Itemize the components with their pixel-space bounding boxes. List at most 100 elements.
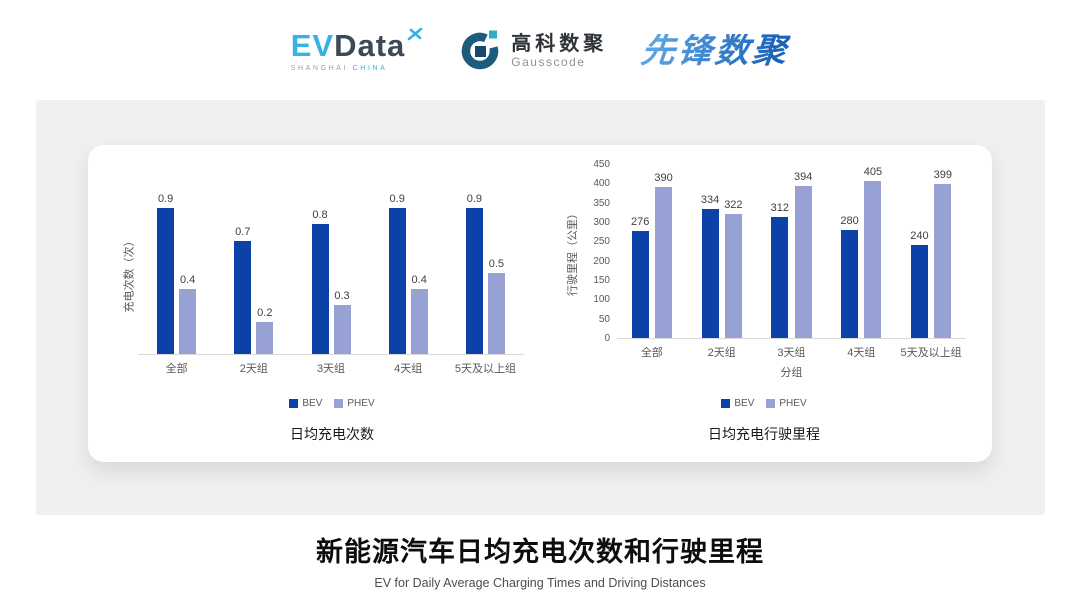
gausscode-cn-text: 高科数聚 bbox=[511, 32, 608, 55]
bar-column: 0.9 bbox=[157, 193, 175, 354]
bar-column: 394 bbox=[794, 165, 812, 338]
bar-bev bbox=[234, 240, 252, 354]
legend-label: BEV bbox=[302, 398, 323, 409]
category-label: 2天组 bbox=[239, 363, 268, 375]
bar-phev bbox=[256, 321, 274, 354]
legend-label: PHEV bbox=[779, 398, 807, 409]
bar-value-label: 0.4 bbox=[411, 274, 427, 287]
main-subtitle: EV for Daily Average Charging Times and … bbox=[374, 576, 706, 590]
y-tick-label: 200 bbox=[593, 255, 610, 267]
y-tick-label: 250 bbox=[593, 236, 610, 248]
bar-value-label: 0.9 bbox=[466, 193, 483, 206]
gausscode-en-text: Gausscode bbox=[511, 54, 586, 69]
bar-column: 276 bbox=[631, 165, 649, 338]
bar-value-label: 0.2 bbox=[257, 306, 273, 319]
category-label: 3天组 bbox=[316, 363, 346, 375]
bar-phev bbox=[179, 289, 197, 354]
bar-bev bbox=[841, 229, 859, 338]
bar-column: 312 bbox=[771, 165, 789, 338]
bar-column: 0.3 bbox=[333, 193, 351, 354]
bar-value-label: 312 bbox=[770, 202, 789, 215]
bar-phev bbox=[794, 185, 812, 338]
bar-value-label: 276 bbox=[631, 216, 650, 229]
bar-bev bbox=[771, 217, 789, 338]
bar-value-label: 405 bbox=[863, 166, 883, 179]
category-label: 5天及以上组 bbox=[900, 347, 962, 359]
y-tick-label: 450 bbox=[593, 159, 610, 170]
x-axis-label: 分组 bbox=[780, 367, 803, 379]
bar-bev bbox=[157, 208, 175, 354]
category-label: 5天及以上组 bbox=[454, 363, 516, 375]
bar-group: 0.9 0.4 bbox=[138, 193, 215, 354]
bar-group: 312 394 bbox=[757, 165, 827, 338]
bar-bev bbox=[910, 245, 928, 338]
legend-label: BEV bbox=[734, 398, 755, 409]
bar-bev bbox=[631, 231, 649, 338]
bar-phev bbox=[487, 273, 505, 354]
bar-column: 399 bbox=[934, 165, 952, 338]
gausscode-logo: 高科数聚 Gausscode bbox=[458, 29, 607, 73]
evdata-shanghai-text: SHANGHAI bbox=[290, 65, 349, 72]
y-tick-label: 400 bbox=[593, 178, 610, 190]
category-axis: 全部 2天组 3天组 4天组 5天及以上组 bbox=[138, 360, 524, 376]
plot-area: 0.9 0.4 0.7 0.2 0.8 0.3 0.9 0.4 0.9 0.5 bbox=[138, 193, 524, 355]
legend-item-phev: PHEV bbox=[334, 398, 375, 409]
evdata-logo: EV Data SHANGHAI CHINA bbox=[290, 27, 425, 72]
bar-column: 0.4 bbox=[179, 193, 197, 354]
legend: BEV PHEV bbox=[562, 398, 966, 409]
bar-phev bbox=[864, 181, 882, 338]
bar-group: 240 399 bbox=[896, 165, 966, 338]
y-axis-title: 行驶里程（公里） bbox=[567, 208, 579, 296]
bar-bev bbox=[311, 224, 329, 354]
bar-column: 0.9 bbox=[465, 193, 483, 354]
bar-value-label: 399 bbox=[933, 168, 952, 181]
bar-value-label: 0.8 bbox=[312, 209, 328, 222]
bar-value-label: 280 bbox=[840, 214, 859, 227]
y-tick-label: 150 bbox=[593, 275, 610, 286]
category-label: 4天组 bbox=[394, 363, 423, 375]
legend-swatch bbox=[334, 399, 344, 408]
bar-bev bbox=[465, 208, 483, 354]
bar-column: 405 bbox=[864, 165, 882, 338]
bar-phev bbox=[655, 187, 673, 338]
y-tick-label: 350 bbox=[593, 197, 610, 209]
bar-bev bbox=[388, 208, 406, 354]
y-tick-label: 100 bbox=[593, 294, 610, 306]
bar-value-label: 394 bbox=[793, 170, 813, 183]
bar-column: 322 bbox=[724, 165, 743, 338]
bar-column: 240 bbox=[910, 165, 929, 338]
bar-value-label: 0.9 bbox=[157, 193, 174, 206]
legend-item-phev: PHEV bbox=[766, 398, 807, 409]
bar-group: 0.9 0.4 bbox=[370, 193, 447, 354]
bar-group: 0.7 0.2 bbox=[215, 193, 292, 354]
legend-label: PHEV bbox=[347, 398, 375, 409]
y-axis-title: 充电次数（次） bbox=[123, 235, 135, 313]
bar-column: 0.8 bbox=[311, 193, 329, 354]
bar-column: 0.4 bbox=[410, 193, 428, 354]
category-label: 2天组 bbox=[707, 347, 736, 359]
bar-group: 334 322 bbox=[687, 165, 757, 338]
bar-value-label: 0.7 bbox=[235, 225, 251, 238]
evdata-china-text: CHINA bbox=[352, 65, 388, 72]
bar-value-label: 240 bbox=[910, 230, 929, 243]
legend-swatch bbox=[721, 399, 731, 408]
category-axis: 全部 2天组 3天组 4天组 5天及以上组 bbox=[617, 344, 966, 360]
plot-area: 276 390 334 322 312 394 280 405 240 399 bbox=[617, 165, 966, 339]
chart-title: 日均充电行驶里程 bbox=[708, 426, 820, 442]
footer: 新能源汽车日均充电次数和行驶里程 EV for Daily Average Ch… bbox=[0, 530, 1080, 590]
bar-column: 0.7 bbox=[234, 193, 252, 354]
category-label: 3天组 bbox=[777, 347, 806, 359]
bar-phev bbox=[934, 183, 952, 338]
bar-phev bbox=[333, 305, 351, 354]
bar-column: 0.5 bbox=[487, 193, 505, 354]
legend-item-bev: BEV bbox=[721, 398, 754, 409]
gray-panel: 充电次数（次） 0.9 0.4 0.7 0.2 0.8 0.3 0.9 0.4 0.9 0.5 全… bbox=[36, 100, 1045, 515]
bar-bev bbox=[701, 208, 719, 338]
y-tick-label: 300 bbox=[593, 217, 610, 228]
bar-value-label: 334 bbox=[700, 193, 720, 206]
legend-item-bev: BEV bbox=[289, 398, 322, 409]
y-tick-label: 0 bbox=[604, 333, 610, 344]
bar-column: 334 bbox=[701, 165, 719, 338]
evdata-logo-data-text: Data bbox=[334, 28, 406, 63]
bar-column: 390 bbox=[654, 165, 673, 338]
